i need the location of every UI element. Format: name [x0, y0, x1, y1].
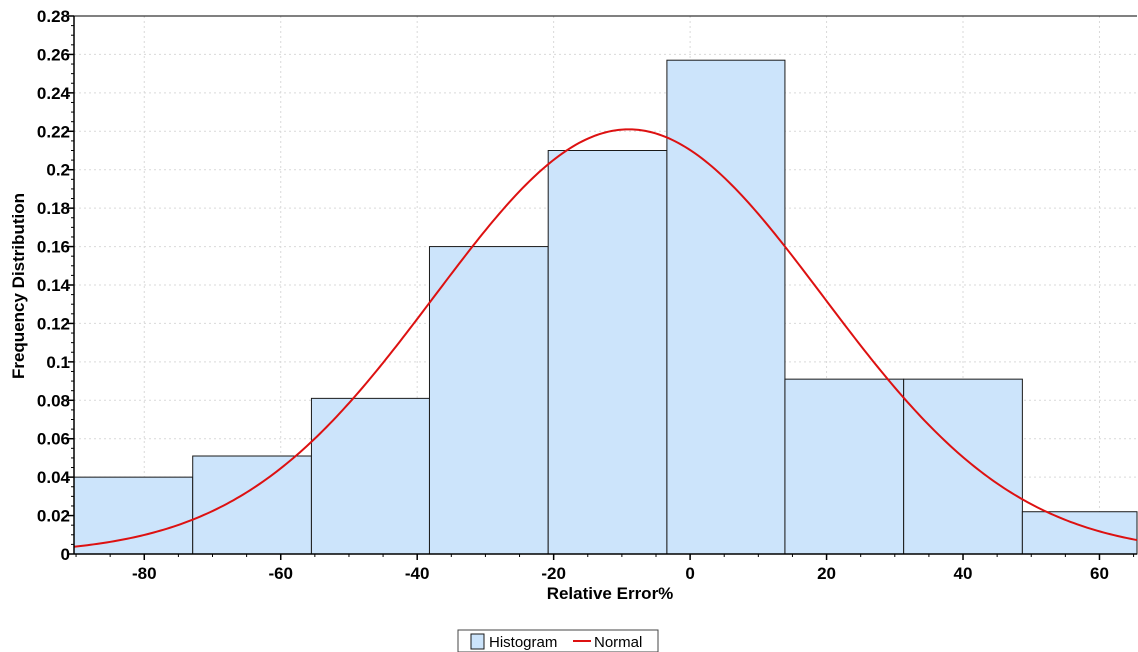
legend-histogram-label: Histogram	[489, 634, 557, 651]
y-tick-label: 0.06	[37, 430, 70, 449]
legend-normal-label: Normal	[594, 634, 642, 651]
x-tick-label: -40	[405, 564, 430, 583]
x-tick-label: 40	[954, 564, 973, 583]
y-tick-label: 0.28	[37, 7, 70, 26]
histogram-bar	[903, 378, 1023, 555]
x-axis-title: Relative Error%	[547, 584, 674, 603]
histogram-bar	[547, 150, 668, 555]
normal-curve-layer	[73, 128, 1138, 548]
histogram-bar	[192, 455, 312, 555]
x-tick-label: 60	[1090, 564, 1109, 583]
y-tick-label: 0.16	[37, 238, 70, 257]
y-tick-label: 0.26	[37, 45, 70, 64]
legend-frame	[457, 629, 659, 652]
y-tick-label: 0.08	[37, 391, 70, 410]
histogram-bar	[310, 397, 430, 555]
y-tick-label: 0.18	[37, 199, 70, 218]
legend-histogram-swatch	[470, 633, 485, 650]
x-tick-label: 20	[817, 564, 836, 583]
y-tick-label: 0.2	[46, 161, 70, 180]
histogram-bar	[1021, 511, 1138, 555]
y-tick-label: 0.04	[37, 468, 71, 487]
y-tick-label: 0	[61, 545, 70, 564]
legend: Histogram Normal	[457, 629, 659, 652]
y-tick-label: 0.02	[37, 507, 70, 526]
x-tick-label: 0	[685, 564, 694, 583]
histogram-bar	[73, 476, 194, 555]
histogram-bar	[666, 59, 786, 555]
normal-curve	[73, 128, 1138, 548]
y-tick-label: 0.12	[37, 314, 70, 333]
histogram-bars	[73, 59, 1138, 555]
y-tick-label: 0.14	[37, 276, 71, 295]
y-tick-label: 0.24	[37, 84, 71, 103]
histogram-bar	[428, 246, 549, 555]
tick-labels: 0 0.02 0.04 0.06 0.08 0.1 0.12 0.14 0.16 0.18 0.2 0…	[37, 7, 1135, 583]
x-tick-label: -60	[268, 564, 293, 583]
x-tick-label: -20	[541, 564, 566, 583]
y-tick-label: 0.1	[46, 353, 70, 372]
x-tick-label: -80	[132, 564, 157, 583]
histogram-bar	[784, 378, 905, 555]
y-tick-label: 0.22	[37, 122, 70, 141]
y-axis-title: Frequency Distribution	[9, 193, 28, 379]
